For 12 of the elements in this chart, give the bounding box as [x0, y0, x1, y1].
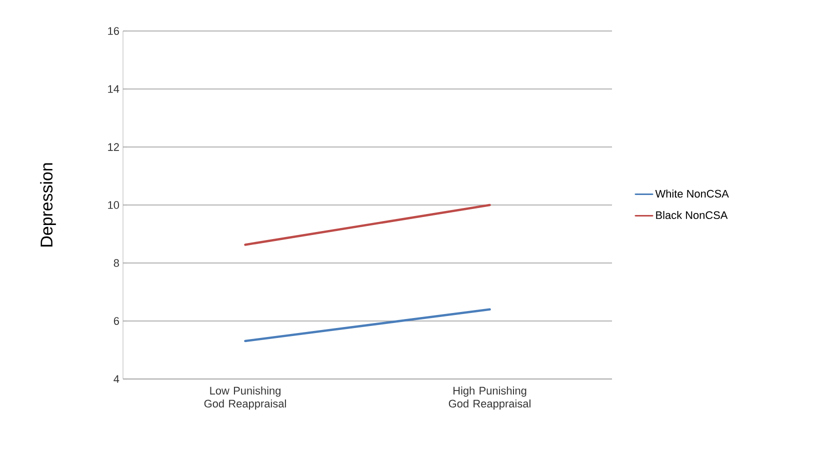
y-tick-label: 8	[114, 259, 119, 267]
y-tick-label: 12	[108, 143, 119, 151]
x-tick-label: Low Punishing God Reappraisal	[204, 386, 286, 410]
y-tick-label: 16	[108, 27, 119, 35]
x-tick-label: High Punishing God Reappraisal	[448, 386, 530, 410]
y-tick-label: 4	[114, 375, 120, 383]
y-tick-label: 6	[114, 317, 119, 325]
legend-label: White NonCSA	[655, 190, 729, 198]
y-tick-label: 14	[108, 85, 120, 93]
y-tick-label: 10	[108, 201, 120, 209]
legend-label: Black NonCSA	[656, 210, 728, 220]
y-axis-title: Depression	[40, 163, 56, 246]
